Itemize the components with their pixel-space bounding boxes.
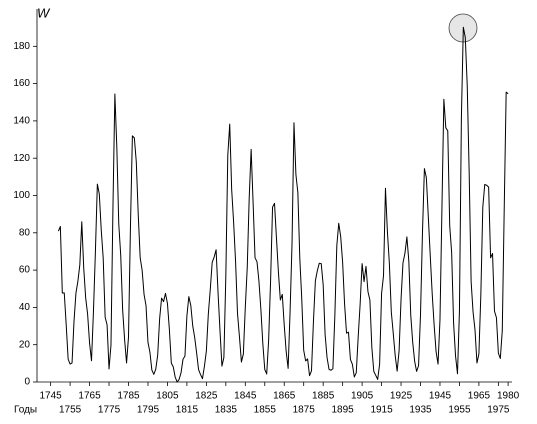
- x-tick-label: 1965: [468, 391, 491, 402]
- x-tick-label: 1925: [390, 391, 413, 402]
- y-tick-label: 180: [13, 41, 30, 52]
- x-tick-label: 1795: [137, 405, 160, 416]
- y-axis-label: W: [37, 5, 51, 20]
- x-tick-label: 1845: [234, 391, 257, 402]
- x-tick-label: 1865: [273, 391, 296, 402]
- x-tick-label: 1765: [78, 391, 101, 402]
- x-tick-label: 1785: [117, 391, 140, 402]
- y-tick-label: 100: [13, 190, 30, 201]
- y-tick-label: 60: [19, 265, 31, 276]
- x-tick-label: 1975: [487, 405, 510, 416]
- x-tick-label: 1745: [40, 391, 63, 402]
- x-tick-label: 1825: [195, 391, 218, 402]
- y-tick-label: 20: [19, 339, 31, 350]
- x-tick-label: 1895: [332, 405, 355, 416]
- y-tick-label: 80: [19, 227, 31, 238]
- x-tick-label: 1855: [254, 405, 277, 416]
- x-tick-label: 1935: [409, 405, 432, 416]
- x-tick-label: 1885: [312, 391, 335, 402]
- x-axis-label: Годы: [14, 405, 37, 416]
- x-tick-label: 1875: [293, 405, 316, 416]
- x-tick-label: 1955: [448, 405, 471, 416]
- x-tick-label: 1805: [156, 391, 179, 402]
- x-tick-label: 1815: [176, 405, 199, 416]
- x-tick-label: 1755: [59, 405, 82, 416]
- x-tick-label: 1775: [98, 405, 121, 416]
- data-line: [57, 26, 509, 383]
- x-tick-label: 1905: [351, 391, 374, 402]
- x-tick-label: 1980: [497, 391, 520, 402]
- y-tick-label: 40: [19, 302, 31, 313]
- x-tick-label: 1945: [429, 391, 452, 402]
- y-tick-label: 140: [13, 116, 30, 127]
- y-tick-label: 120: [13, 153, 30, 164]
- y-tick-label: 0: [24, 377, 30, 388]
- x-tick-label: 1835: [215, 405, 238, 416]
- x-tick-label: 1915: [370, 405, 393, 416]
- y-tick-label: 160: [13, 78, 30, 89]
